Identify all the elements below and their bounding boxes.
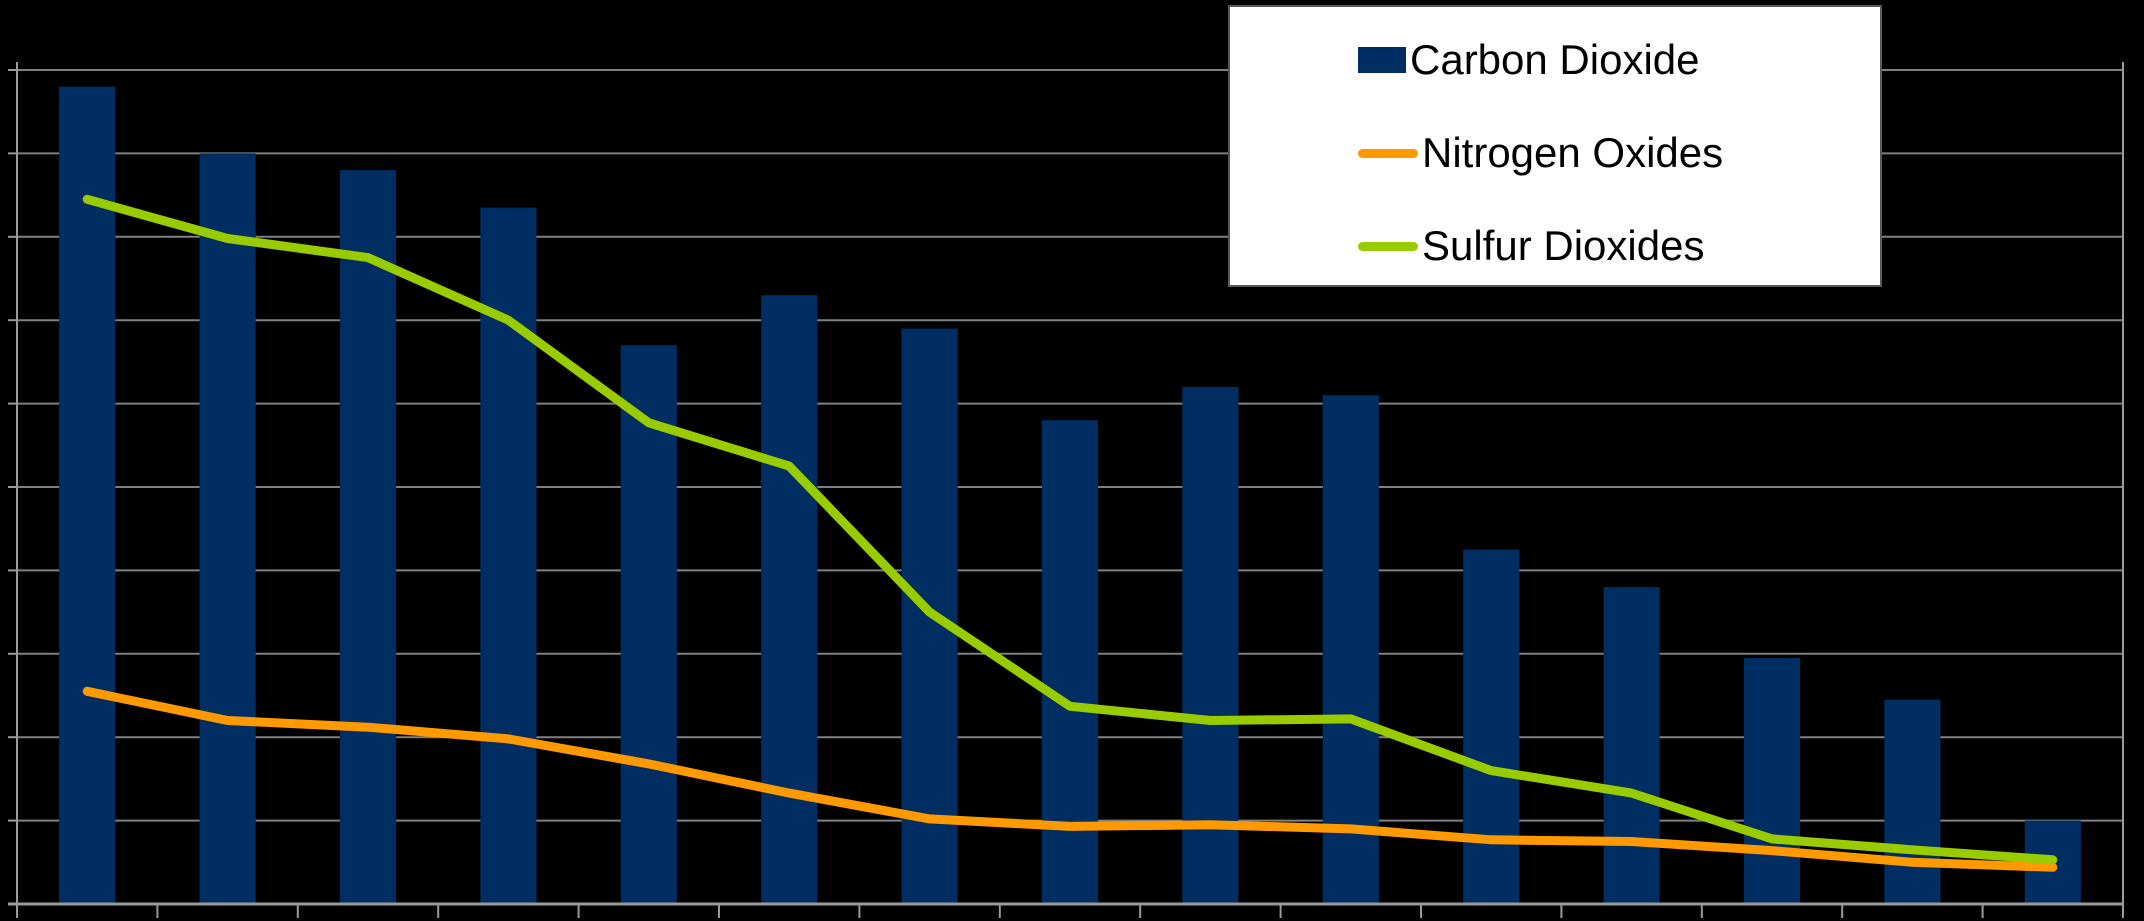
legend-item-carbon-dioxide: Carbon Dioxide <box>1358 30 1700 90</box>
series-line <box>82 194 2058 865</box>
line-series <box>82 194 2058 872</box>
bar <box>1743 657 1801 904</box>
series-line <box>82 686 2058 872</box>
bar <box>59 86 116 905</box>
bar <box>339 170 397 904</box>
axes <box>8 62 2124 918</box>
legend-label-nitrogen-oxides: Nitrogen Oxides <box>1422 129 1724 176</box>
legend-swatch-sulfur-dioxides <box>1358 241 1418 251</box>
legend-label-sulfur-dioxides: Sulfur Dioxides <box>1422 222 1705 269</box>
bar <box>1041 420 1099 904</box>
bar <box>199 153 256 904</box>
legend-item-nitrogen-oxides: Nitrogen Oxides <box>1358 123 1723 183</box>
legend-label-carbon-dioxide: Carbon Dioxide <box>1410 36 1700 83</box>
bar <box>1463 549 1520 904</box>
bar <box>1182 386 1239 904</box>
legend: Carbon Dioxide Nitrogen Oxides Sulfur Di… <box>1228 5 1882 287</box>
legend-item-sulfur-dioxides: Sulfur Dioxides <box>1358 216 1704 276</box>
legend-swatch-nitrogen-oxides <box>1358 148 1418 158</box>
bar <box>761 295 818 904</box>
bar <box>1603 587 1660 904</box>
bar-series-carbon-dioxide <box>59 86 2081 905</box>
bar <box>620 345 677 905</box>
legend-swatch-carbon-dioxide <box>1358 47 1406 73</box>
bar <box>1322 395 1379 904</box>
bar <box>1884 699 1941 904</box>
